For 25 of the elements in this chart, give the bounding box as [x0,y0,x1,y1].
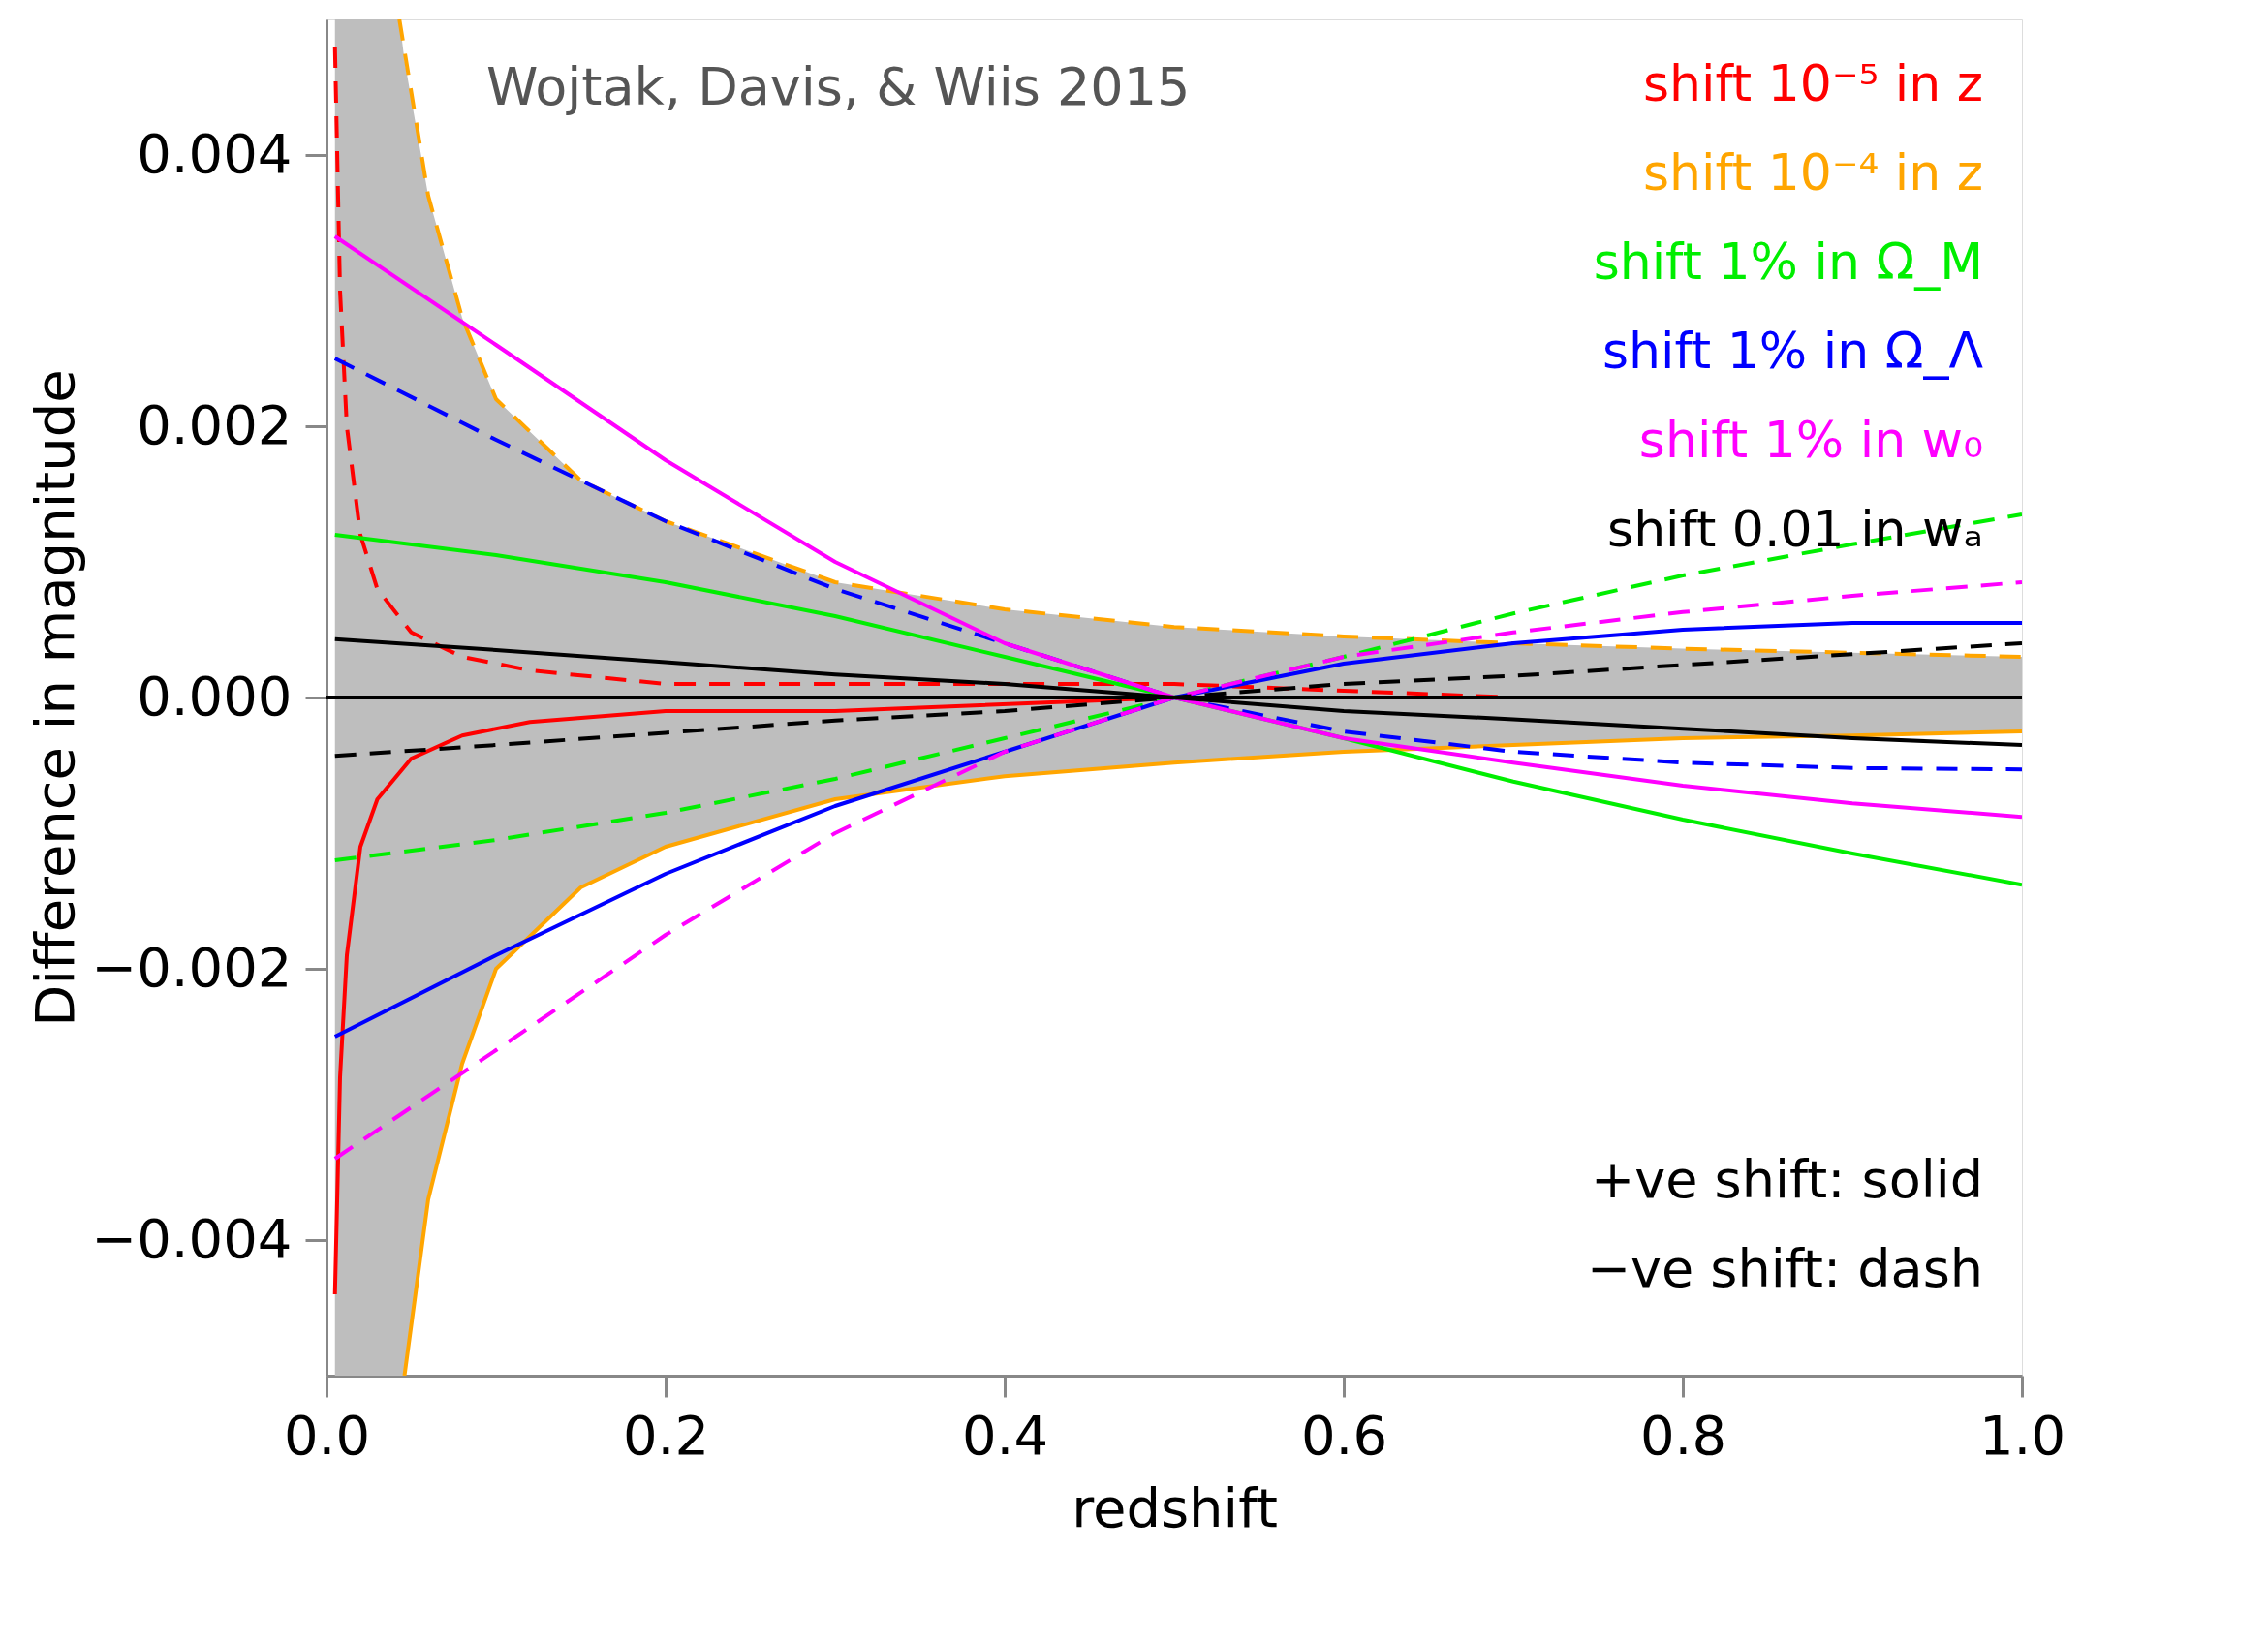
text: shift 1% in Ω_Λ [1601,322,1984,380]
y-axis-title: Difference in magnitude [22,369,86,1027]
y-tick-label: −0.002 [91,935,293,999]
y-tick-label: 0.002 [137,392,293,456]
text: shift 10⁻⁵ in z [1642,54,1983,112]
text: shift 1% in Ω_M [1593,233,1983,291]
x-tick-label: 0.6 [1300,1403,1388,1467]
y-tick-label: −0.004 [91,1206,293,1270]
line-series [332,234,2022,820]
x-tick-label: 0.2 [622,1403,710,1467]
line-series [402,729,2022,1376]
x-tick-label: 0.4 [961,1403,1049,1467]
y-tick-label: 0.000 [137,664,293,728]
x-tick-label: 1.0 [1978,1403,2066,1467]
text: shift 1% in w₀ [1638,411,1983,469]
x-tick-label: 0.0 [283,1403,371,1467]
annotation: −ve shift: dash [1586,1238,1983,1299]
annotation: +ve shift: solid [1591,1149,1983,1210]
text: shift 0.01 in wₐ [1607,500,1983,558]
y-tick-label: 0.004 [137,121,293,185]
annotation: Wojtak, Davis, & Wiis 2015 [486,56,1191,117]
x-axis-title: redshift [1072,1475,1278,1539]
text: shift 10⁻⁴ in z [1642,143,1983,202]
x-tick-label: 0.8 [1639,1403,1727,1467]
line-series [332,621,2022,1039]
